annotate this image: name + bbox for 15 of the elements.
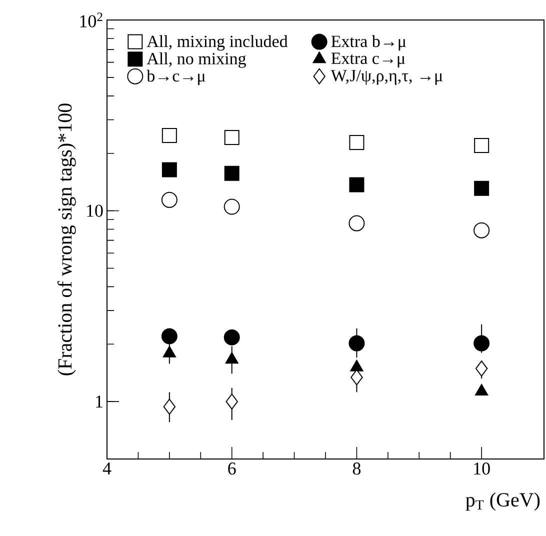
x-tick-label: 6 <box>228 462 236 475</box>
y-axis-title: (Fraction of wrong sign tags)*100 <box>57 104 76 376</box>
y-tick-label: 1 <box>96 396 102 408</box>
y-tick-label: 10 <box>87 204 103 217</box>
x-tick-label: 10 <box>474 462 490 475</box>
legend-label: All, mixing included <box>146 35 288 51</box>
legend-label: W,J/ψ,ρ,η,τ, →μ <box>330 70 442 85</box>
x-tick-label: 8 <box>352 462 361 475</box>
legend-label: All, no mixing <box>146 52 246 68</box>
legend-label: Extra c→μ <box>331 52 405 68</box>
y-tick-label: 10$^{2}$ <box>80 12 102 28</box>
x-tick-label: 4 <box>102 462 112 474</box>
legend-label: b→c→μ <box>146 70 206 86</box>
x-axis-title: p$_{T}$ (GeV) <box>466 492 540 511</box>
legend-label: Extra b→μ <box>331 35 406 51</box>
